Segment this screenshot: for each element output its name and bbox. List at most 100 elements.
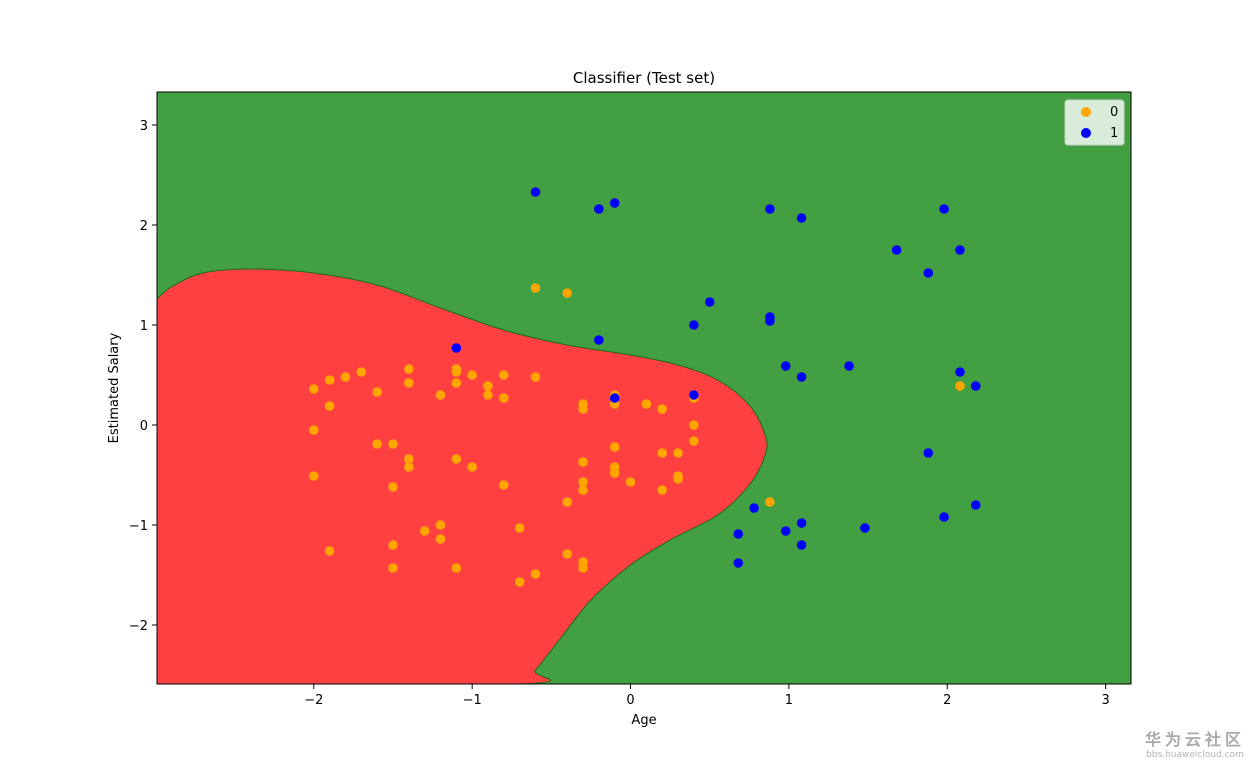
legend-marker-0 [1081, 107, 1091, 117]
point-class-1-26 [796, 518, 807, 528]
point-class-0-1 [308, 425, 319, 435]
point-class-0-31 [499, 370, 509, 380]
point-class-1-13 [780, 361, 791, 371]
point-class-1-4 [451, 343, 462, 353]
point-class-1-21 [970, 381, 981, 391]
point-class-0-61 [673, 474, 683, 484]
point-class-1-9 [765, 204, 775, 214]
point-class-0-43 [578, 404, 588, 414]
x-tick-label: 2 [943, 693, 951, 708]
y-tick-label: 1 [140, 319, 148, 334]
x-tick-label: −2 [304, 693, 323, 708]
point-class-0-41 [562, 549, 572, 559]
point-class-0-36 [530, 283, 541, 293]
point-class-0-30 [483, 390, 493, 400]
point-class-1-20 [955, 367, 965, 377]
point-class-0-44 [578, 457, 588, 467]
point-class-1-1 [594, 204, 604, 214]
point-class-0-58 [657, 485, 668, 495]
point-class-1-15 [844, 361, 854, 371]
x-tick-label: 3 [1102, 693, 1110, 708]
point-class-0-48 [578, 563, 588, 573]
point-class-0-8 [372, 387, 382, 397]
point-class-0-66 [955, 381, 965, 391]
point-class-0-34 [514, 523, 525, 533]
point-class-1-29 [749, 503, 759, 513]
point-class-0-15 [404, 378, 414, 388]
point-class-1-24 [970, 500, 981, 510]
legend-marker-1 [1081, 128, 1091, 138]
point-class-1-19 [955, 245, 965, 255]
point-class-0-0 [308, 384, 319, 394]
point-class-0-63 [689, 420, 699, 430]
plot-frame [156, 91, 1132, 685]
point-class-1-2 [609, 198, 620, 208]
point-class-1-3 [594, 335, 604, 345]
x-tick-label: −1 [463, 693, 482, 708]
point-class-0-38 [530, 569, 541, 579]
point-class-1-7 [689, 320, 699, 330]
point-class-0-24 [451, 378, 462, 388]
y-axis-ticks: −2 −1 0 1 2 3 [129, 119, 157, 634]
y-tick-label: 3 [140, 119, 148, 134]
point-class-0-40 [562, 497, 572, 507]
y-axis-label: Estimated Salary [107, 332, 122, 443]
point-class-1-22 [923, 448, 934, 458]
points-layer [308, 187, 981, 587]
point-class-0-25 [451, 454, 462, 464]
point-class-1-23 [939, 512, 949, 522]
x-tick-label: 1 [785, 693, 793, 708]
point-class-1-14 [796, 372, 807, 382]
point-class-0-6 [340, 372, 351, 382]
point-class-1-0 [530, 187, 541, 197]
y-tick-label: −2 [129, 619, 148, 634]
point-class-1-8 [704, 297, 715, 307]
point-class-0-59 [673, 448, 683, 458]
point-class-0-64 [689, 436, 699, 446]
point-class-1-18 [939, 204, 949, 214]
x-axis-label: Age [631, 713, 656, 728]
point-class-0-45 [578, 477, 588, 487]
legend-label-0: 0 [1110, 105, 1118, 120]
point-class-0-5 [324, 546, 335, 556]
point-class-1-10 [796, 213, 807, 223]
point-class-1-28 [780, 526, 791, 536]
point-class-0-26 [451, 563, 462, 573]
point-class-0-23 [451, 367, 462, 377]
point-class-0-12 [388, 540, 398, 550]
point-class-0-46 [578, 485, 588, 495]
point-class-0-3 [324, 375, 335, 385]
x-tick-label: 0 [626, 693, 634, 708]
point-class-1-31 [733, 558, 744, 568]
point-class-0-19 [435, 390, 446, 400]
point-class-1-5 [609, 393, 620, 403]
point-class-1-6 [689, 390, 699, 400]
point-class-0-2 [308, 471, 319, 481]
point-class-1-30 [733, 529, 744, 539]
y-tick-label: −1 [129, 519, 148, 534]
legend: 0 1 [1064, 99, 1125, 146]
point-class-0-16 [404, 454, 414, 464]
point-class-1-16 [891, 245, 902, 255]
point-class-1-12 [765, 316, 775, 326]
point-class-0-29 [483, 381, 493, 391]
point-class-0-9 [372, 439, 382, 449]
point-class-0-18 [419, 526, 430, 536]
point-class-0-17 [404, 462, 414, 472]
point-class-0-39 [562, 288, 572, 298]
plot-area [156, 91, 1132, 685]
point-class-0-10 [388, 439, 398, 449]
point-class-0-32 [499, 393, 509, 403]
point-class-0-54 [625, 477, 636, 487]
point-class-0-13 [388, 563, 398, 573]
point-class-0-53 [609, 468, 620, 478]
legend-box [1064, 99, 1125, 146]
point-class-0-7 [356, 367, 367, 377]
point-class-0-55 [641, 399, 652, 409]
point-class-0-20 [435, 520, 446, 530]
point-class-0-27 [467, 370, 477, 380]
point-class-0-65 [765, 497, 775, 507]
point-class-1-17 [923, 268, 934, 278]
point-class-0-4 [324, 401, 335, 411]
